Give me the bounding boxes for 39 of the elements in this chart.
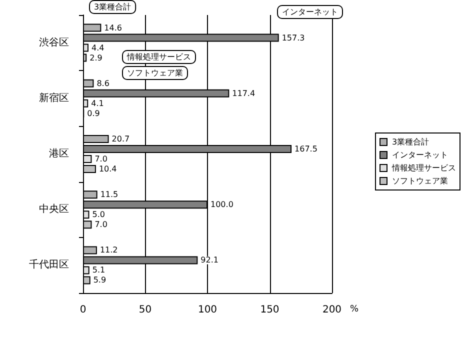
text: 3業種合計 bbox=[94, 2, 132, 12]
annotation: 情報処理サービス bbox=[126, 52, 191, 62]
y-tick-label: 新宿区 bbox=[39, 92, 69, 104]
x-axis-title: % bbox=[350, 304, 359, 314]
x-tick-label: 50 bbox=[138, 304, 152, 316]
x-tick-label: 200 bbox=[322, 304, 342, 316]
data-label: 167.5 bbox=[294, 144, 318, 154]
x-tick-label: 0 bbox=[80, 304, 86, 316]
data-label: 100.0 bbox=[210, 200, 234, 210]
y-tick-label: 中央区 bbox=[39, 203, 69, 216]
x-tick-label: 100 bbox=[198, 304, 218, 316]
data-label: 0.9 bbox=[87, 108, 100, 118]
data-label: 5.1 bbox=[92, 266, 106, 275]
data-label: 4.1 bbox=[91, 98, 104, 108]
data-label: 7.0 bbox=[94, 154, 108, 164]
data-label: 7.0 bbox=[94, 220, 108, 230]
data-label: 2.9 bbox=[90, 53, 102, 62]
data-label: 92.1 bbox=[200, 256, 218, 265]
data-label: 117.4 bbox=[232, 88, 256, 98]
legend-label: 3業種合計 bbox=[392, 138, 430, 146]
data-label: 157.3 bbox=[282, 33, 305, 42]
legend-label: インターネット bbox=[392, 150, 448, 160]
data-label: 4.4 bbox=[91, 43, 104, 52]
data-label: 14.6 bbox=[104, 23, 122, 32]
data-label: 8.6 bbox=[96, 78, 110, 88]
legend-label: 情報処理サービス bbox=[391, 164, 456, 172]
x-tick-label: 150 bbox=[260, 304, 280, 316]
y-tick-label: 港区 bbox=[49, 148, 69, 160]
data-label: 5.9 bbox=[93, 276, 106, 285]
data-label: 10.4 bbox=[98, 164, 117, 174]
y-tick-label: 千代田区 bbox=[29, 258, 69, 271]
annotation: ソフトウェア業 bbox=[127, 68, 183, 78]
data-label: 11.2 bbox=[100, 246, 118, 255]
y-tick-label: 渋谷区 bbox=[39, 36, 69, 48]
data-label: 20.7 bbox=[112, 134, 130, 144]
annotation: インターネット bbox=[282, 8, 338, 16]
data-label: 11.5 bbox=[100, 190, 118, 200]
data-label: 5.0 bbox=[92, 210, 105, 220]
legend-label: ソフトウェア業 bbox=[392, 176, 448, 186]
